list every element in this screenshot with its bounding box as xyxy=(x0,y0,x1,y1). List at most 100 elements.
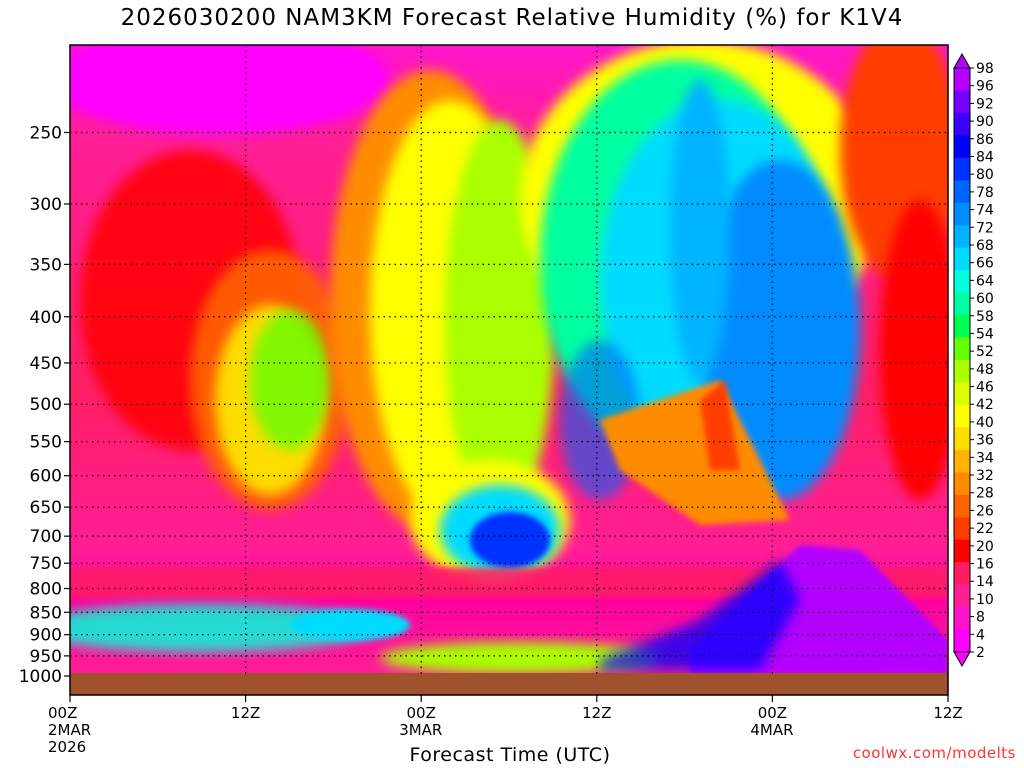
chart-title: 2026030200 NAM3KM Forecast Relative Humi… xyxy=(120,5,904,31)
colorbar-swatch xyxy=(954,202,970,226)
credit-text: coolwx.com/modelts xyxy=(852,744,1016,762)
colorbar-max-arrow xyxy=(953,52,971,69)
y-tick-label: 800 xyxy=(30,580,62,600)
colorbar-label: 42 xyxy=(976,397,994,413)
colorbar-label: 98 xyxy=(976,61,994,77)
colorbar-swatch xyxy=(954,629,970,653)
colorbar-swatch xyxy=(954,607,970,631)
colorbar-swatch xyxy=(954,449,970,473)
x-axis-label: Forecast Time (UTC) xyxy=(409,744,611,766)
colorbar-label: 64 xyxy=(976,273,994,289)
colorbar-min-arrow xyxy=(953,651,971,668)
x-tick-label: 00Z xyxy=(407,704,436,722)
y-tick-label: 450 xyxy=(30,354,62,374)
colorbar-label: 84 xyxy=(976,149,994,165)
colorbar-label: 90 xyxy=(976,114,994,130)
colorbar-swatch xyxy=(954,225,970,249)
colorbar-label: 58 xyxy=(976,309,994,325)
colorbar-swatch xyxy=(954,382,970,406)
colorbar-label: 72 xyxy=(976,220,994,236)
y-tick-label: 500 xyxy=(30,395,62,415)
y-tick-label: 850 xyxy=(30,603,62,623)
colorbar-label: 86 xyxy=(976,132,994,148)
colorbar-label: 4 xyxy=(976,627,985,643)
colorbar-swatch xyxy=(954,360,970,383)
colorbar-swatch xyxy=(954,494,970,518)
colorbar-label: 52 xyxy=(976,344,994,360)
colorbar-swatch xyxy=(954,539,970,563)
colorbar-swatch xyxy=(954,472,970,496)
colorbar-label: 54 xyxy=(976,326,994,342)
colorbar-swatch xyxy=(954,517,970,541)
y-tick-label: 400 xyxy=(30,308,62,328)
colorbar-swatch xyxy=(954,90,970,114)
colorbar-swatch xyxy=(954,292,970,316)
x-tick-label: 12Z xyxy=(933,704,962,722)
colorbar: 9896929086848078747268666460585452484642… xyxy=(953,52,994,668)
colorbar-label: 60 xyxy=(976,291,994,307)
colorbar-label: 78 xyxy=(976,185,994,201)
y-tick-label: 300 xyxy=(30,195,62,215)
colorbar-swatch xyxy=(954,135,970,159)
colorbar-label: 16 xyxy=(976,557,994,573)
plot-frame xyxy=(69,44,949,696)
colorbar-label: 74 xyxy=(976,203,994,219)
x-tick-year: 2026 xyxy=(48,738,86,756)
colorbar-swatch xyxy=(954,180,970,204)
colorbar-label: 46 xyxy=(976,380,994,396)
y-tick-label: 700 xyxy=(30,527,62,547)
y-tick-label: 650 xyxy=(30,498,62,518)
colorbar-label: 48 xyxy=(976,362,994,378)
colorbar-label: 36 xyxy=(976,433,994,449)
grid-lines xyxy=(70,45,948,676)
rh-field xyxy=(70,45,948,673)
colorbar-label: 80 xyxy=(976,167,994,183)
y-tick-label: 250 xyxy=(30,123,62,143)
colorbar-label: 22 xyxy=(976,521,994,537)
colorbar-label: 10 xyxy=(976,592,994,608)
x-tick-label: 00Z xyxy=(758,704,787,722)
colorbar-swatch xyxy=(954,337,970,361)
y-tick-label: 350 xyxy=(30,255,62,275)
x-tick-date: 4MAR xyxy=(750,721,793,739)
colorbar-label: 92 xyxy=(976,96,994,112)
colorbar-swatch xyxy=(954,270,970,294)
colorbar-label: 28 xyxy=(976,486,994,502)
x-tick-label: 12Z xyxy=(231,704,260,722)
x-tick-label: 12Z xyxy=(582,704,611,722)
y-tick-label: 900 xyxy=(30,626,62,646)
colorbar-label: 66 xyxy=(976,256,994,272)
colorbar-label: 8 xyxy=(976,610,985,626)
colorbar-label: 20 xyxy=(976,539,994,555)
x-tick-date: 3MAR xyxy=(399,721,442,739)
colorbar-swatch xyxy=(954,247,970,271)
colorbar-swatch xyxy=(954,68,970,91)
colorbar-label: 26 xyxy=(976,503,994,519)
colorbar-label: 34 xyxy=(976,450,994,466)
colorbar-label: 40 xyxy=(976,415,994,431)
colorbar-swatch xyxy=(954,584,970,608)
colorbar-swatch xyxy=(954,112,970,136)
ground-band xyxy=(70,673,948,695)
colorbar-label: 68 xyxy=(976,238,994,254)
colorbar-label: 14 xyxy=(976,574,994,590)
y-tick-label: 750 xyxy=(30,554,62,574)
x-tick-date: 2MAR xyxy=(48,721,91,739)
colorbar-label: 32 xyxy=(976,468,994,484)
y-tick-label: 600 xyxy=(30,467,62,487)
y-tick-label: 550 xyxy=(30,433,62,453)
y-tick-label: 1000 xyxy=(19,667,62,687)
colorbar-frame xyxy=(953,67,971,653)
colorbar-swatch xyxy=(954,427,970,451)
colorbar-swatch xyxy=(954,404,970,428)
colorbar-label: 96 xyxy=(976,79,994,95)
colorbar-swatch xyxy=(954,562,970,586)
y-axis: 250 300 350 400 450 500 550 600 650 700 750 800 850 9… xyxy=(19,123,70,687)
colorbar-label: 2 xyxy=(976,645,985,661)
colorbar-swatch xyxy=(954,157,970,181)
colorbar-swatch xyxy=(954,315,970,339)
x-tick-label: 00Z xyxy=(48,704,77,722)
y-tick-label: 950 xyxy=(30,647,62,667)
